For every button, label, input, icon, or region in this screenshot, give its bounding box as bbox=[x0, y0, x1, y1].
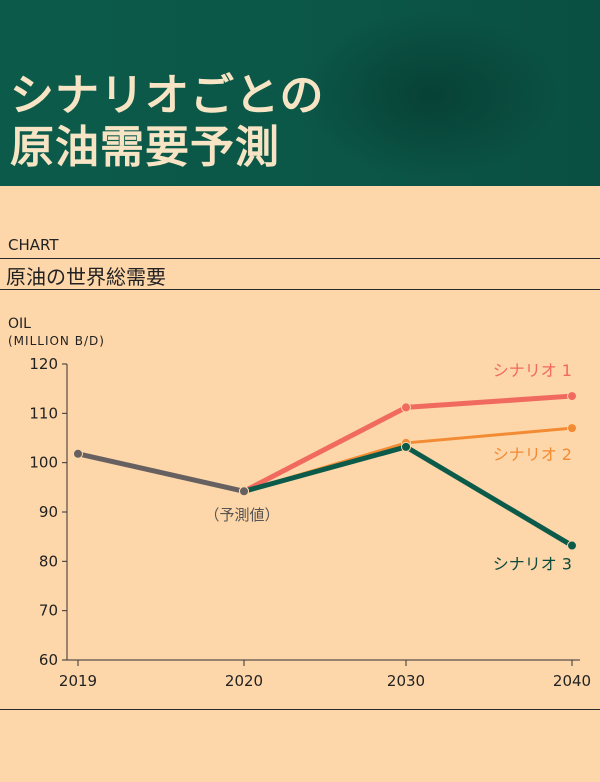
y-tick-label: 80 bbox=[39, 552, 58, 570]
page-title: シナリオごとの 原油需要予測 bbox=[10, 70, 325, 174]
data-point bbox=[567, 540, 577, 551]
y-tick-label: 110 bbox=[29, 404, 58, 422]
title-line-1: シナリオごとの bbox=[10, 70, 325, 121]
title-line-2: 原油需要予測 bbox=[10, 122, 280, 173]
chart-title: 原油の世界総需要 bbox=[6, 265, 166, 289]
x-tick-label: 2030 bbox=[387, 672, 425, 690]
y-tick-label: 70 bbox=[39, 602, 58, 620]
divider-top bbox=[0, 258, 600, 259]
header-shade bbox=[300, 10, 560, 180]
data-point bbox=[73, 448, 83, 459]
series-label: シナリオ 1 bbox=[493, 361, 572, 380]
y-axis-label: OIL bbox=[8, 316, 31, 332]
data-point bbox=[401, 402, 411, 413]
divider-title bbox=[0, 289, 600, 290]
data-point bbox=[239, 486, 249, 497]
series-line bbox=[75, 451, 247, 494]
data-point bbox=[401, 441, 411, 452]
x-tick-label: 2019 bbox=[59, 672, 97, 690]
series-label: シナリオ 3 bbox=[493, 555, 572, 574]
series-label: シナリオ 2 bbox=[493, 445, 572, 464]
y-tick-label: 60 bbox=[39, 651, 58, 669]
data-point bbox=[567, 391, 577, 402]
divider-bottom bbox=[0, 709, 600, 710]
header-banner: シナリオごとの 原油需要予測 bbox=[0, 0, 600, 186]
x-tick-label: 2040 bbox=[553, 672, 591, 690]
y-axis-unit: (MILLION B/D) bbox=[8, 334, 105, 348]
forecast-annotation: （予測値） bbox=[204, 506, 279, 524]
y-tick-label: 120 bbox=[29, 355, 58, 373]
x-tick-label: 2020 bbox=[225, 672, 263, 690]
line-chart: 60 70 80 90 100 110 120 2019 2020 2030 2040 シナリオ 1 シ… bbox=[29, 355, 591, 690]
y-axis-title: OIL (MILLION B/D) bbox=[8, 316, 105, 350]
data-point bbox=[567, 423, 577, 434]
y-tick-label: 100 bbox=[29, 454, 58, 472]
y-tick-label: 90 bbox=[39, 503, 58, 521]
chart-kicker: CHART bbox=[8, 236, 59, 254]
